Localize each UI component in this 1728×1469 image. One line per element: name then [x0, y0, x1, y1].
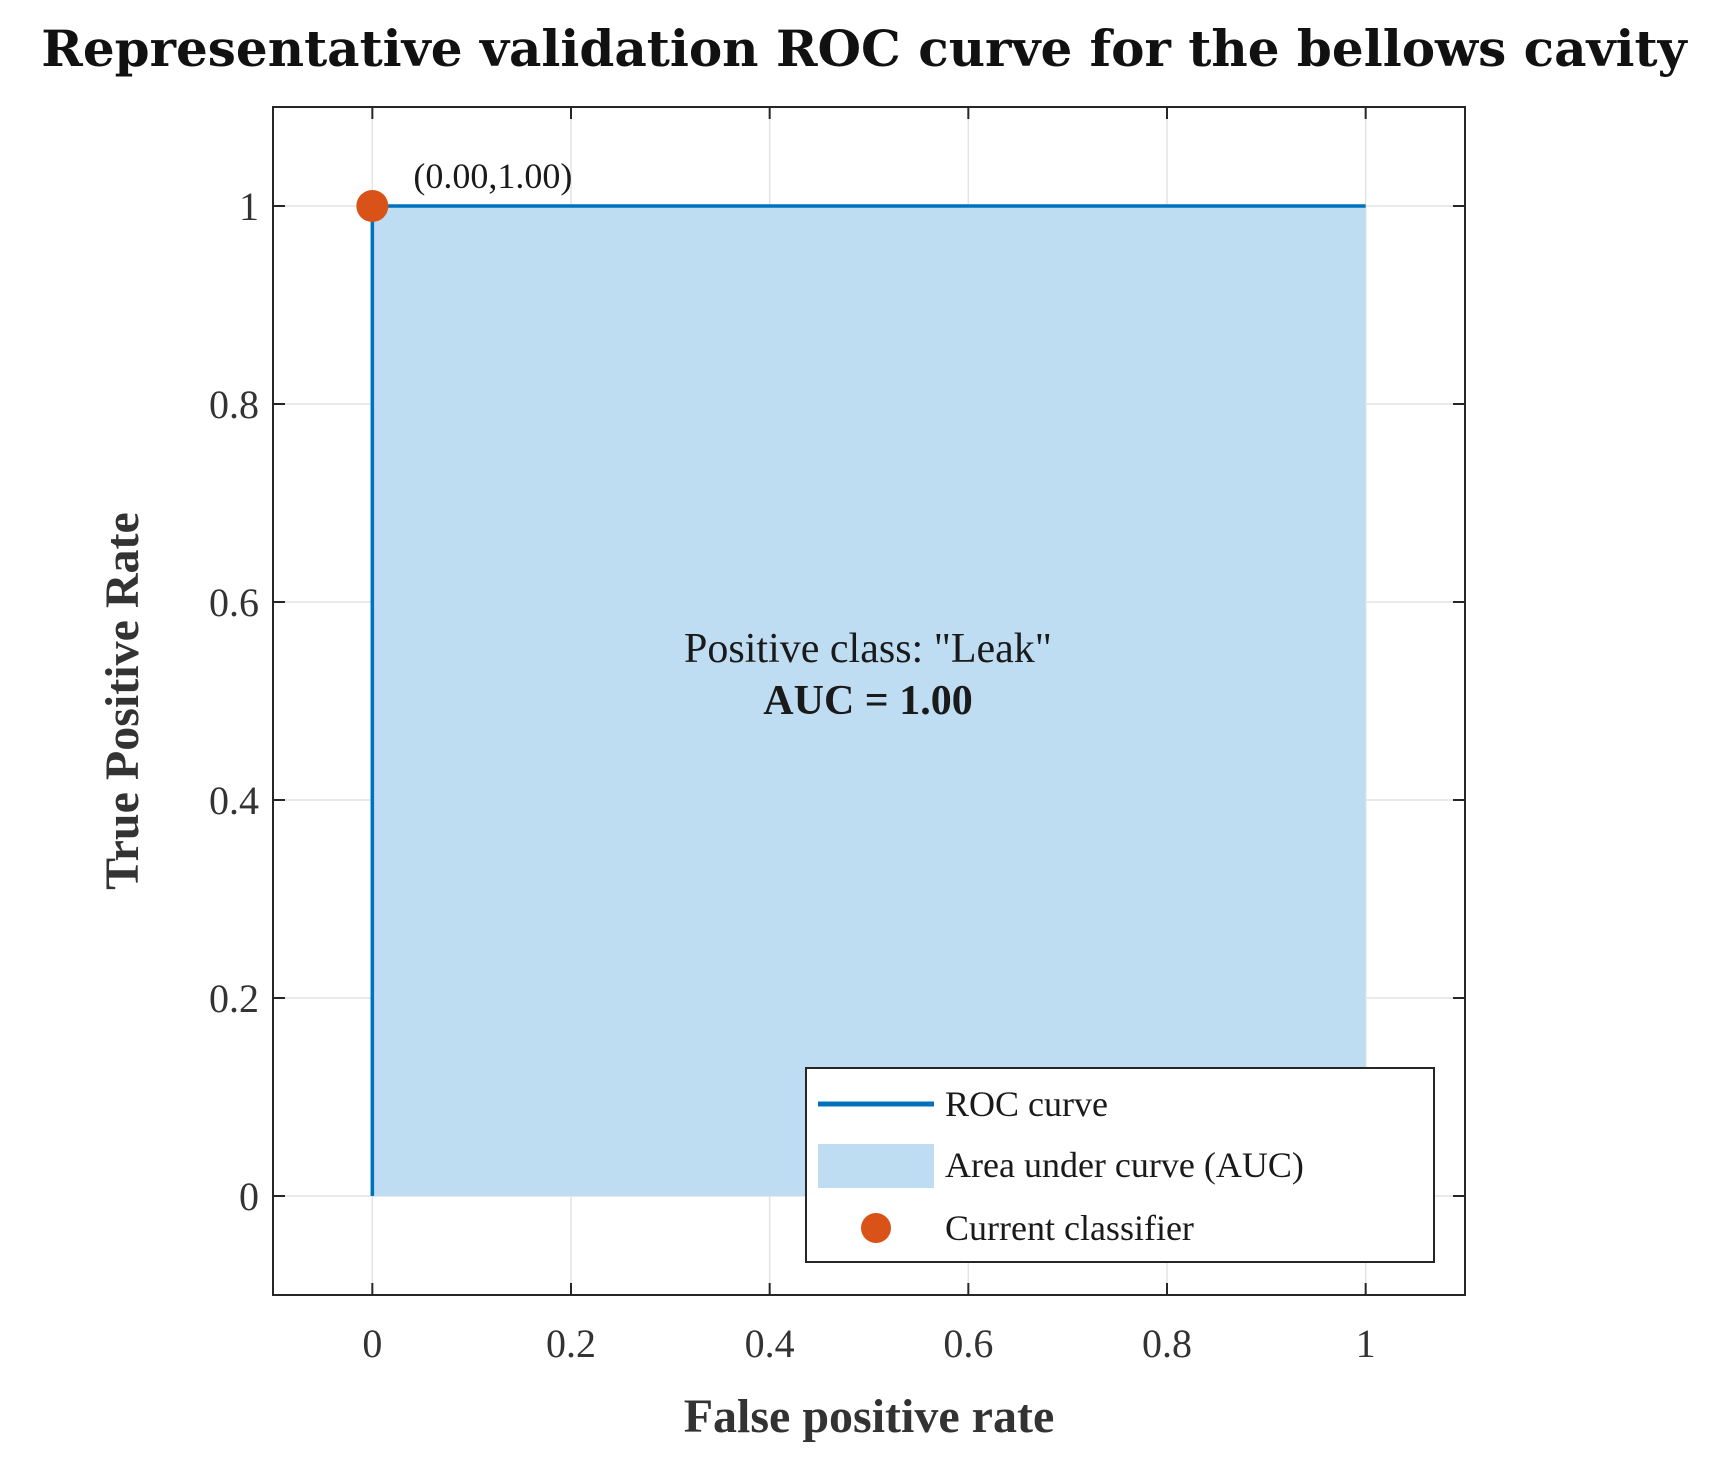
y-tick-label: 0.6	[209, 580, 259, 625]
x-tick-label: 0.2	[546, 1321, 596, 1366]
y-tick-label: 0.4	[209, 778, 259, 823]
legend-classifier-swatch	[861, 1213, 891, 1243]
auc-area-layer	[372, 206, 1366, 1196]
classifier-point-layer	[356, 190, 389, 222]
y-axis-label: True Positive Rate	[96, 512, 149, 890]
legend-classifier-label: Current classifier	[945, 1208, 1194, 1248]
classifier-point	[356, 190, 389, 222]
legend-roc-curve-label: ROC curve	[945, 1084, 1108, 1124]
legend-auc-label: Area under curve (AUC)	[945, 1145, 1304, 1185]
auc-area	[372, 206, 1366, 1196]
chart-title: Representative validation ROC curve for …	[41, 19, 1688, 78]
legend-auc-swatch	[818, 1144, 934, 1188]
y-tick-labels: 0 0.2 0.4 0.6 0.8 1	[209, 184, 259, 1219]
x-tick-label: 0.8	[1142, 1321, 1192, 1366]
legend: ROC curve Area under curve (AUC) Current…	[805, 1067, 1435, 1263]
plot-frame	[272, 106, 1466, 1296]
y-tick-label: 0	[239, 1174, 259, 1219]
classifier-point-label: (0.00,1.00)	[413, 156, 572, 196]
y-tick-label: 1	[239, 184, 259, 229]
tick-marks	[273, 107, 1465, 1295]
x-tick-label: 0.6	[943, 1321, 993, 1366]
x-axis-label: False positive rate	[684, 1390, 1055, 1443]
y-tick-label: 0.2	[209, 976, 259, 1021]
positive-class-annotation: Positive class: "Leak"	[684, 626, 1052, 672]
x-tick-label: 0.4	[745, 1321, 795, 1366]
y-tick-label: 0.8	[209, 382, 259, 427]
x-tick-labels: 0 0.2 0.4 0.6 0.8 1	[362, 1321, 1375, 1366]
auc-value-annotation: AUC = 1.00	[763, 678, 972, 724]
x-tick-label: 0	[362, 1321, 382, 1366]
x-tick-label: 1	[1356, 1321, 1376, 1366]
